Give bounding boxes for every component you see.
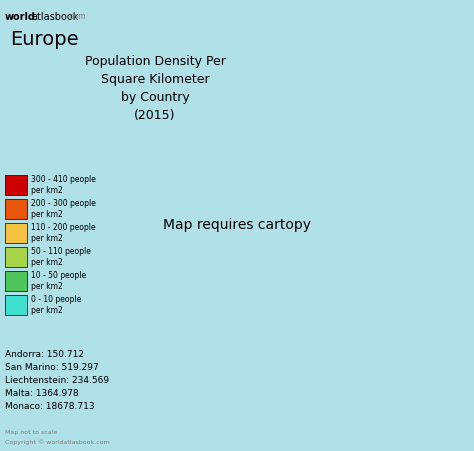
Text: Monaco: 18678.713: Monaco: 18678.713	[5, 402, 95, 411]
Text: 0 - 10 people
per km2: 0 - 10 people per km2	[31, 295, 81, 315]
Text: 50 - 110 people
per km2: 50 - 110 people per km2	[31, 247, 91, 267]
Text: 110 - 200 people
per km2: 110 - 200 people per km2	[31, 223, 96, 243]
FancyBboxPatch shape	[5, 271, 27, 291]
FancyBboxPatch shape	[5, 223, 27, 243]
Text: 10 - 50 people
per km2: 10 - 50 people per km2	[31, 271, 86, 291]
Text: Liechtenstein: 234.569: Liechtenstein: 234.569	[5, 376, 109, 385]
FancyBboxPatch shape	[5, 175, 27, 195]
Text: Population Density Per
Square Kilometer
by Country
(2015): Population Density Per Square Kilometer …	[84, 55, 226, 122]
Text: Copyright © worldatlasbook.com: Copyright © worldatlasbook.com	[5, 439, 110, 445]
Text: 300 - 410 people
per km2: 300 - 410 people per km2	[31, 175, 96, 195]
Text: atlasbook: atlasbook	[31, 12, 78, 22]
FancyBboxPatch shape	[5, 295, 27, 315]
Text: .com: .com	[67, 12, 85, 21]
Text: 200 - 300 people
per km2: 200 - 300 people per km2	[31, 199, 96, 219]
Text: world: world	[5, 12, 36, 22]
FancyBboxPatch shape	[5, 199, 27, 219]
Text: San Marino: 519.297: San Marino: 519.297	[5, 363, 99, 372]
Text: Malta: 1364.978: Malta: 1364.978	[5, 389, 79, 398]
FancyBboxPatch shape	[5, 247, 27, 267]
Text: Map requires cartopy: Map requires cartopy	[163, 218, 311, 233]
Text: Andorra: 150.712: Andorra: 150.712	[5, 350, 84, 359]
Text: Europe: Europe	[10, 30, 79, 49]
Text: Map not to scale: Map not to scale	[5, 430, 57, 435]
